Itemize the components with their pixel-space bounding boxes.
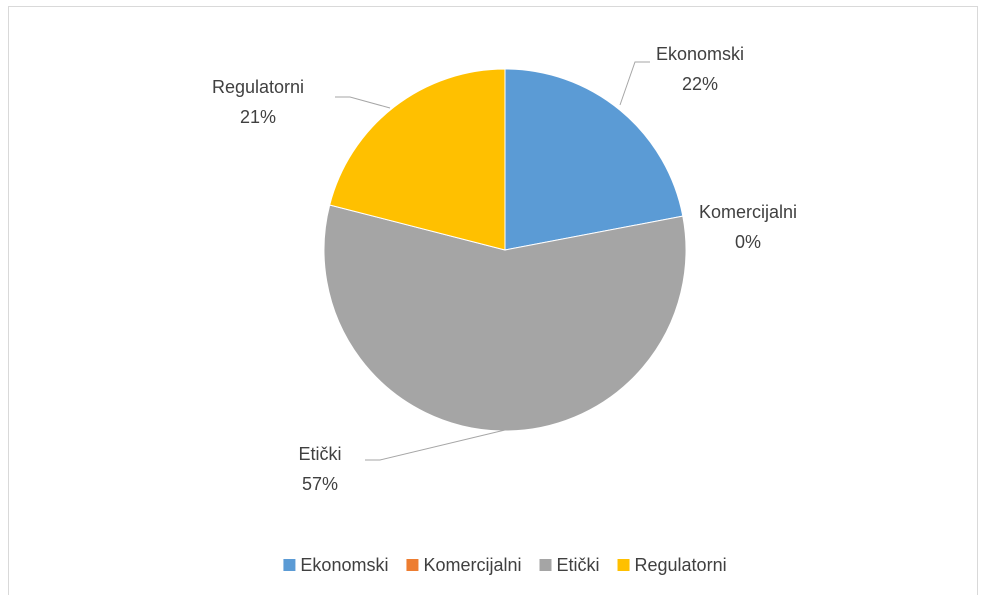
legend-label: Komercijalni: [423, 555, 521, 575]
data-label-name: Regulatorni: [212, 77, 304, 97]
legend-label: Ekonomski: [300, 555, 388, 575]
data-label-value: 21%: [240, 107, 276, 127]
data-label-name: Ekonomski: [656, 44, 744, 64]
data-label-name: Komercijalni: [699, 202, 797, 222]
legend: Ekonomski Komercijalni Etički Regulatorni: [283, 555, 727, 575]
pie-slice: [504, 68, 684, 251]
legend-swatch: [539, 559, 552, 571]
data-label-value: 22%: [682, 74, 718, 94]
legend-swatch: [283, 559, 296, 571]
data-label-value: 0%: [735, 232, 761, 252]
legend-swatch: [406, 559, 419, 571]
legend-label: Etički: [557, 555, 600, 575]
leader-line: [619, 61, 650, 106]
data-label-value: 57%: [302, 474, 338, 494]
legend-label: Regulatorni: [635, 555, 727, 575]
legend-swatch: [617, 559, 630, 571]
data-labels: Ekonomski 22% Komercijalni 0% Etički 57% Regul…: [212, 44, 797, 494]
pie: [323, 68, 687, 432]
leader-line: [365, 429, 506, 461]
pie-slice: [329, 68, 506, 251]
data-label-name: Etički: [298, 444, 341, 464]
leader-line: [335, 96, 391, 109]
